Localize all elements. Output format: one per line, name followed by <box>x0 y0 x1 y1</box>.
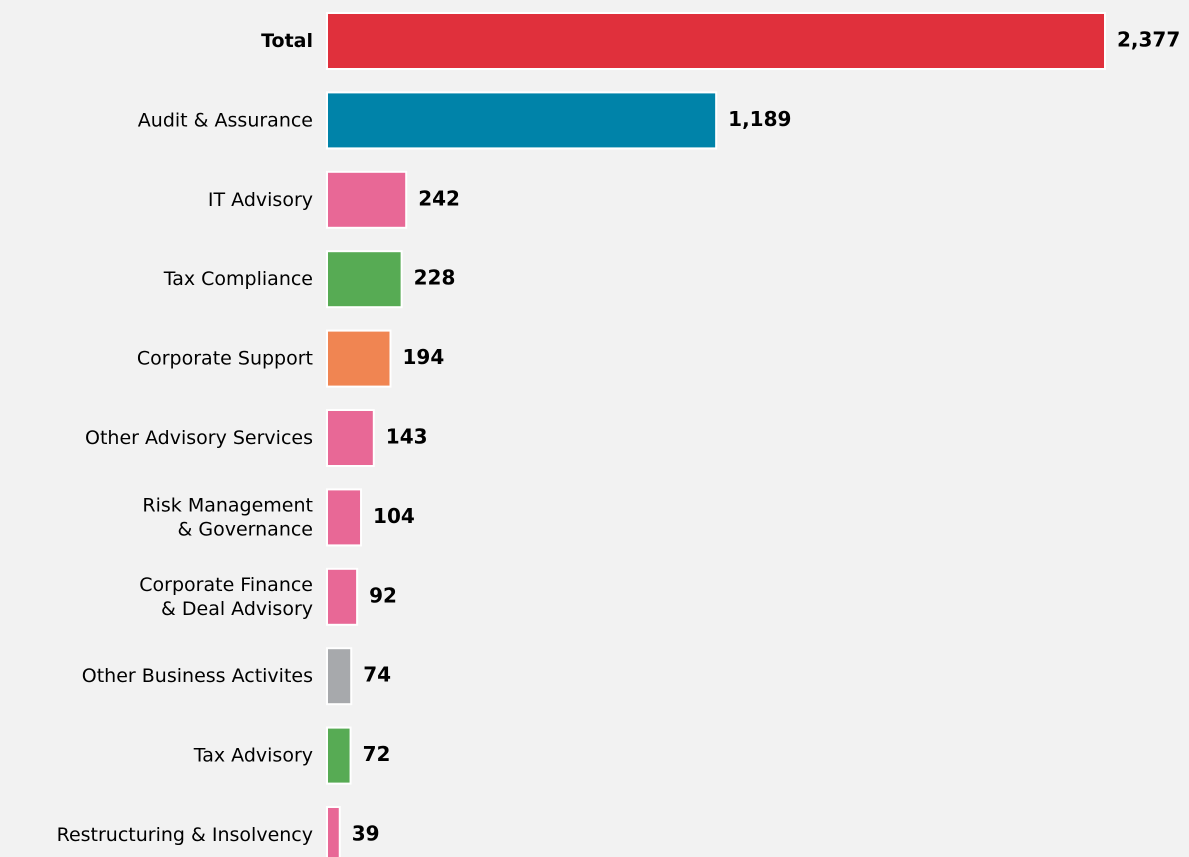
value-label: 2,377 <box>1117 28 1180 52</box>
value-label: 92 <box>369 583 397 607</box>
bar <box>326 409 375 467</box>
category-label: Other Business Activites <box>82 665 313 687</box>
bar <box>326 647 353 706</box>
bar <box>326 726 352 785</box>
bar <box>326 488 363 547</box>
value-label: 228 <box>414 266 456 290</box>
value-label: 1,189 <box>728 107 791 131</box>
bar <box>326 329 392 388</box>
bar <box>326 91 718 150</box>
category-label: Corporate Support <box>137 347 313 369</box>
category-label: IT Advisory <box>208 188 313 210</box>
bar <box>326 806 341 857</box>
category-label: Tax Advisory <box>193 744 313 766</box>
category-label: Risk Management & Governance <box>142 494 313 540</box>
value-label: 143 <box>386 425 428 449</box>
category-label: Restructuring & Insolvency <box>57 824 313 846</box>
bar <box>326 567 359 626</box>
value-label: 74 <box>363 663 391 687</box>
value-label: 242 <box>418 186 460 210</box>
category-label: Tax Compliance <box>163 268 313 290</box>
category-label: Audit & Assurance <box>138 109 313 131</box>
bar <box>326 170 408 229</box>
category-label: Total <box>261 30 313 52</box>
value-label: 72 <box>363 742 391 766</box>
bar <box>326 250 403 309</box>
category-label: Corporate Finance & Deal Advisory <box>139 573 313 619</box>
bar <box>326 12 1106 70</box>
value-label: 104 <box>373 504 415 528</box>
value-label: 194 <box>402 345 444 369</box>
category-label: Other Advisory Services <box>85 427 313 449</box>
value-label: 39 <box>352 822 380 846</box>
